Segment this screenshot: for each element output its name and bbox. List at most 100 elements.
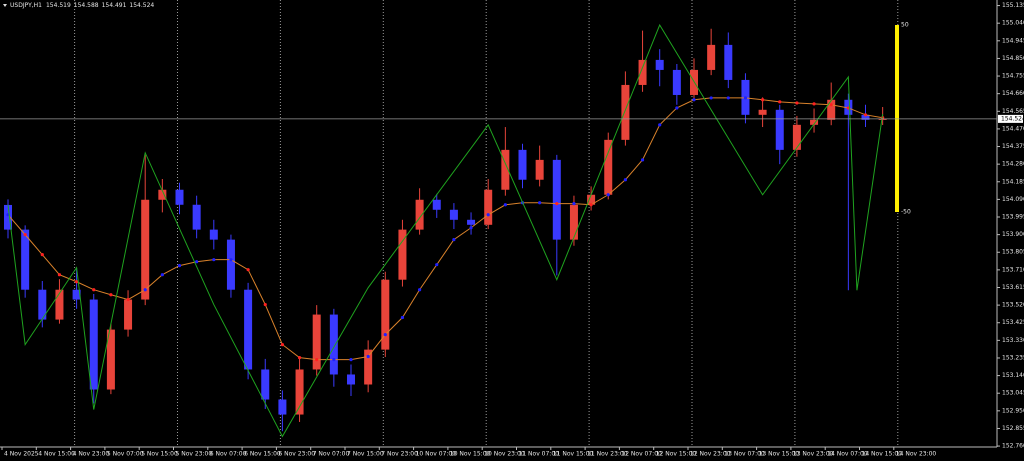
candle-body (158, 189, 167, 200)
ma-dot (109, 293, 113, 297)
ma-dot (212, 258, 216, 262)
y-tick-label: 153.045 (1002, 390, 1024, 397)
candle-body (398, 229, 407, 280)
x-tick-label: 4 Nov 23:00 (73, 451, 110, 458)
candle-body (535, 159, 544, 180)
candle-body (55, 289, 64, 320)
ma-dot (503, 203, 507, 207)
x-tick-label: 4 Nov 15:00 (38, 451, 75, 458)
x-tick-label: 7 Nov 07:00 (313, 451, 350, 458)
ma-dot (486, 213, 490, 217)
x-tick-label: 5 Nov 07:00 (107, 451, 144, 458)
y-tick-label: 152.760 (1002, 443, 1024, 450)
y-tick-label: 153.235 (1002, 354, 1024, 361)
x-tick-label: 5 Nov 23:00 (176, 451, 213, 458)
ma-dot (743, 96, 748, 100)
title-value: 154.519 (46, 2, 71, 9)
x-tick-label: 12 Nov 15:00 (656, 451, 697, 458)
candle-body (226, 239, 235, 290)
candle-body (347, 374, 355, 385)
ma-dot (332, 358, 336, 362)
y-tick-label: 153.140 (1002, 372, 1024, 379)
candle-body (4, 204, 12, 230)
y-tick-label: 154.850 (1002, 55, 1024, 62)
y-tick-label: 152.950 (1002, 407, 1024, 414)
candle-body (621, 84, 630, 140)
candle-body (124, 299, 133, 330)
title-value: 154.491 (102, 2, 127, 9)
y-tick-label: 153.520 (1002, 302, 1024, 309)
ma-dot (829, 103, 833, 107)
x-tick-label: 14 Nov 23:00 (896, 451, 937, 458)
candle-body (261, 369, 270, 400)
ma-dot (675, 106, 679, 110)
ma-dot (160, 273, 164, 277)
candle-body (175, 189, 184, 205)
chart-title: USDJPY,H1 (10, 2, 42, 9)
y-tick-label: 154.470 (1002, 125, 1024, 132)
candle-body (861, 114, 870, 120)
y-tick-label: 153.710 (1002, 266, 1024, 273)
moving-average (7, 97, 883, 361)
candle-body (792, 124, 801, 150)
y-tick-label: 154.755 (1002, 73, 1024, 80)
x-tick-label: 11 Nov 23:00 (587, 451, 628, 458)
y-tick-label: 152.855 (1002, 425, 1024, 432)
ma-dot (263, 302, 267, 307)
level-label: -50 (901, 209, 911, 216)
level-label: 50 (901, 22, 909, 29)
ma-dot (349, 358, 353, 362)
y-tick-label: 154.280 (1002, 161, 1024, 168)
ma-dot (400, 315, 405, 320)
x-tick-label: 12 Nov 23:00 (690, 451, 731, 458)
x-tick-label: 13 Nov 07:00 (724, 451, 765, 458)
x-tick-label: 6 Nov 15:00 (244, 451, 281, 458)
ma-dot (469, 226, 473, 230)
title-value: 154.588 (74, 2, 99, 9)
candle-body (329, 314, 338, 375)
candle-body (758, 109, 767, 115)
ma-dot (280, 343, 284, 347)
y-tick-label: 155.135 (1002, 2, 1024, 9)
y-tick-label: 154.945 (1002, 37, 1024, 44)
candle-body (432, 199, 441, 210)
y-tick-label: 153.615 (1002, 284, 1024, 291)
candle-body (72, 289, 81, 300)
candle-body (827, 99, 836, 120)
ma-dot (297, 356, 302, 360)
candle-body (244, 289, 253, 370)
ma-dot (435, 263, 439, 267)
ma-dot (126, 297, 130, 302)
y-tick-label: 154.660 (1002, 90, 1024, 97)
ma-dot (23, 233, 27, 237)
title-value: 154.524 (129, 2, 154, 9)
x-tick-label: 7 Nov 15:00 (347, 451, 384, 458)
ma-dot (143, 288, 147, 292)
candle-body (672, 69, 681, 95)
ma-dot (555, 202, 559, 206)
x-tick-label: 10 Nov 15:00 (450, 451, 491, 458)
candle-body (38, 289, 47, 320)
candle-body (192, 204, 201, 230)
x-tick-label: 14 Nov 07:00 (827, 451, 868, 458)
candle-body (775, 109, 784, 150)
y-tick-label: 153.330 (1002, 337, 1024, 344)
x-tick-label: 4 Nov 2025 (4, 451, 39, 458)
candle-body (604, 139, 613, 195)
y-tick-label: 155.040 (1002, 20, 1024, 27)
ma-dot (572, 202, 576, 206)
ma-dot (92, 288, 96, 292)
candle-body (209, 229, 218, 240)
ma-dot (229, 258, 233, 262)
candle-body (467, 219, 476, 225)
ma-dot (366, 354, 370, 359)
x-tick-label: 7 Nov 23:00 (381, 451, 418, 458)
x-tick-label: 5 Nov 15:00 (141, 451, 178, 458)
ma-dot (315, 358, 319, 362)
x-tick-label: 11 Nov 07:00 (519, 451, 560, 458)
candle-body (587, 194, 596, 205)
x-tick-label: 10 Nov 23:00 (484, 451, 525, 458)
y-tick-label: 154.185 (1002, 178, 1024, 185)
